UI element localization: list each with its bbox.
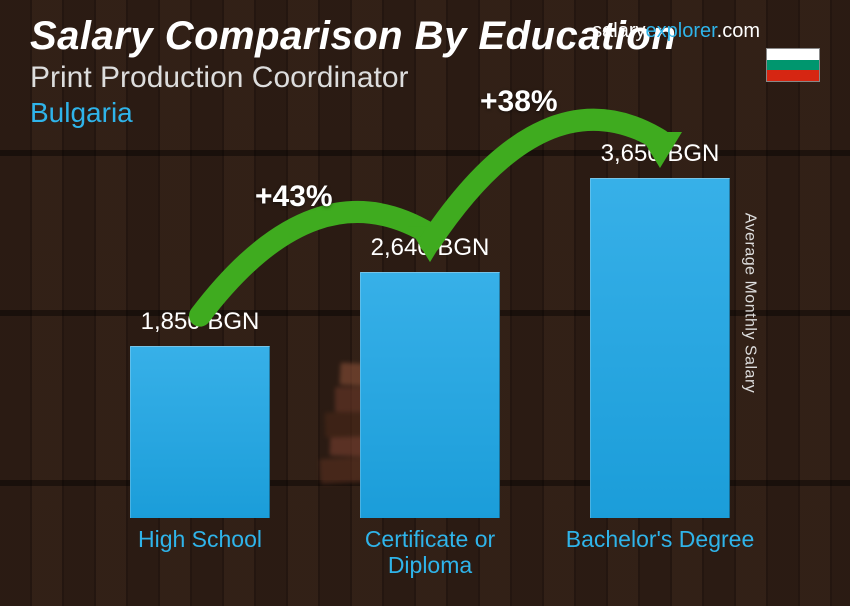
- increase-label: +38%: [480, 85, 558, 119]
- increase-arrow: [0, 0, 850, 606]
